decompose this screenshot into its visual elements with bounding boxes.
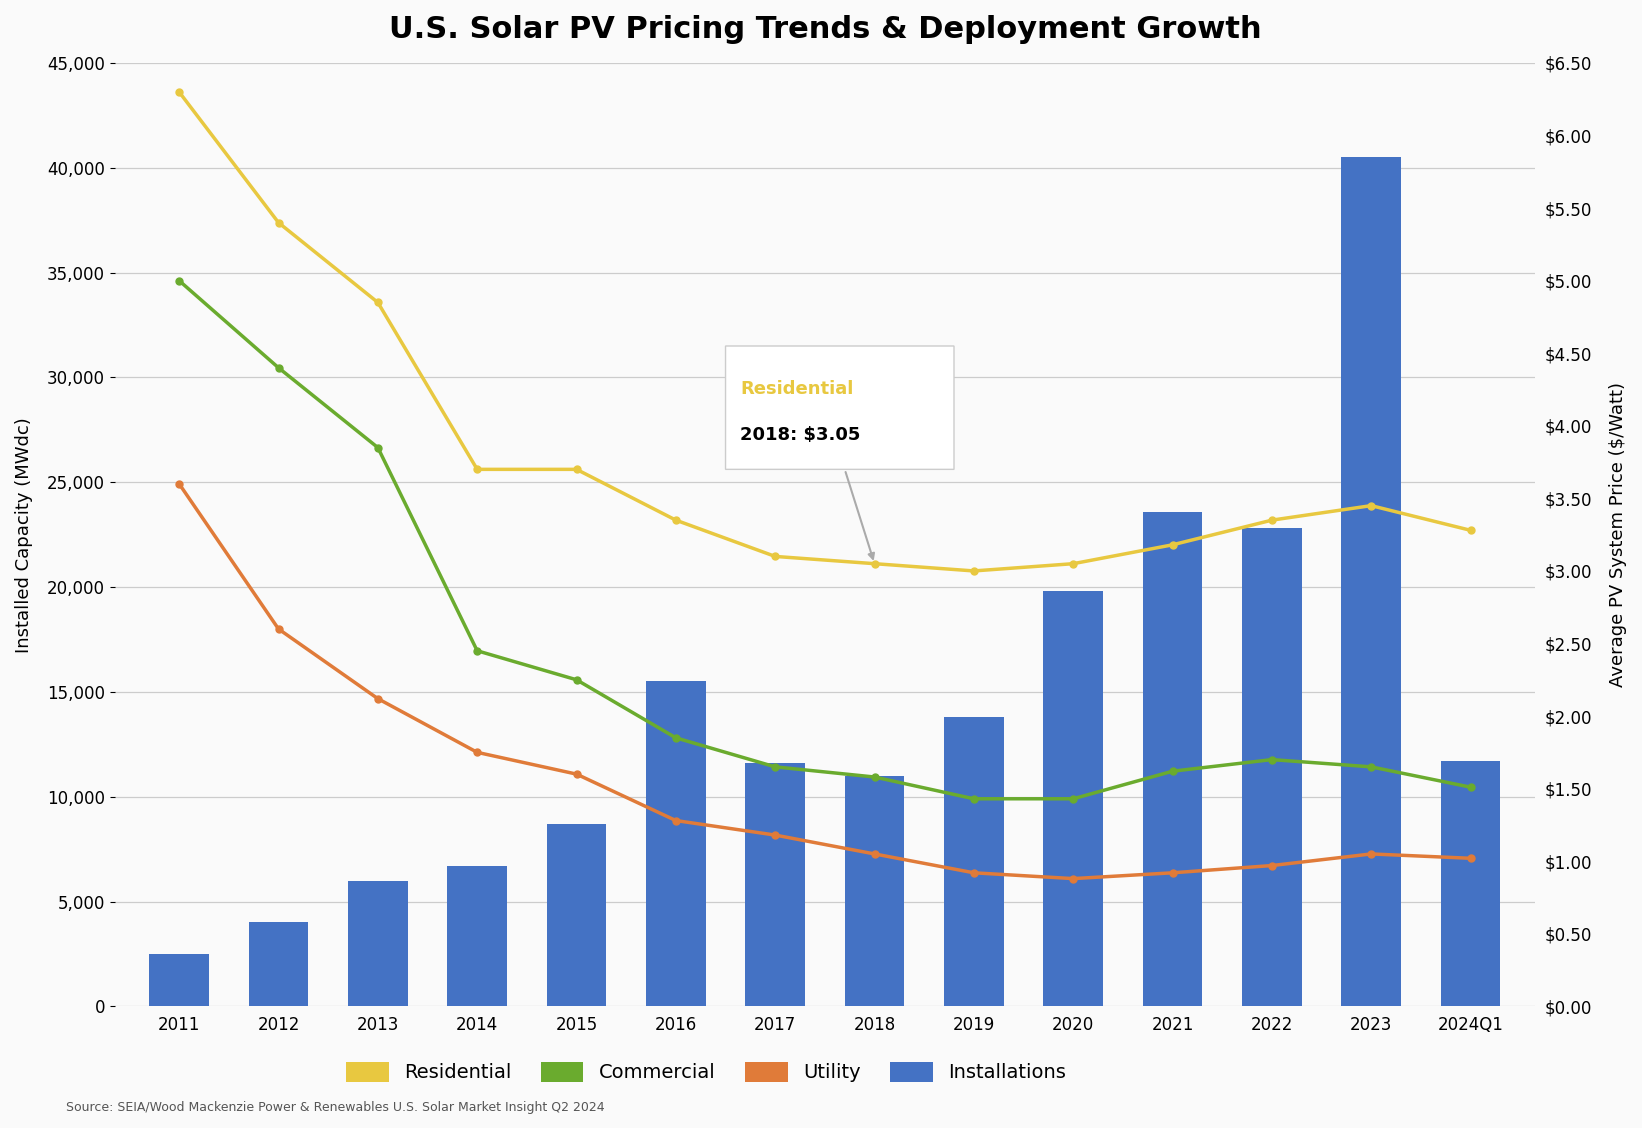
Line: Utility: Utility xyxy=(176,481,1475,882)
Commercial xyxy=(1461,781,1481,794)
Bar xyxy=(547,823,606,1006)
Line: Commercial: Commercial xyxy=(176,277,1475,802)
Utility xyxy=(1064,872,1084,885)
Residential xyxy=(1263,513,1282,527)
Utility xyxy=(1461,852,1481,865)
Y-axis label: Average PV System Price ($/Watt): Average PV System Price ($/Watt) xyxy=(1609,382,1627,687)
Utility xyxy=(765,828,785,841)
Commercial xyxy=(1263,752,1282,766)
FancyBboxPatch shape xyxy=(726,346,954,469)
Residential xyxy=(1064,557,1084,571)
Utility xyxy=(667,813,686,827)
Y-axis label: Installed Capacity (MWdc): Installed Capacity (MWdc) xyxy=(15,416,33,652)
Utility xyxy=(468,746,488,759)
Bar xyxy=(944,717,1003,1006)
Title: U.S. Solar PV Pricing Trends & Deployment Growth: U.S. Solar PV Pricing Trends & Deploymen… xyxy=(389,15,1261,44)
Bar xyxy=(248,923,309,1006)
Utility xyxy=(1361,847,1381,861)
Residential xyxy=(566,462,586,476)
Bar xyxy=(1043,591,1103,1006)
Commercial xyxy=(169,274,189,288)
Legend: Residential, Commercial, Utility, Installations: Residential, Commercial, Utility, Instal… xyxy=(338,1054,1074,1090)
Bar xyxy=(1143,512,1202,1006)
Commercial xyxy=(667,731,686,744)
Bar xyxy=(1440,761,1501,1006)
Commercial xyxy=(765,760,785,774)
Commercial xyxy=(1361,760,1381,774)
Utility xyxy=(1163,866,1182,880)
Text: 2018: $3.05: 2018: $3.05 xyxy=(741,425,860,443)
Residential xyxy=(368,296,388,309)
Utility xyxy=(566,767,586,781)
Commercial xyxy=(368,441,388,455)
Bar xyxy=(645,681,706,1006)
Bar xyxy=(844,776,905,1006)
Residential xyxy=(667,513,686,527)
Utility xyxy=(865,847,885,861)
Commercial xyxy=(1163,765,1182,778)
Commercial xyxy=(269,361,289,374)
Commercial xyxy=(468,644,488,658)
Commercial xyxy=(1064,792,1084,805)
Residential xyxy=(468,462,488,476)
Bar xyxy=(745,764,805,1006)
Residential xyxy=(1361,499,1381,512)
Residential xyxy=(865,557,885,571)
Commercial xyxy=(964,792,984,805)
Text: Source: SEIA/Wood Mackenzie Power & Renewables U.S. Solar Market Insight Q2 2024: Source: SEIA/Wood Mackenzie Power & Rene… xyxy=(66,1101,604,1114)
Utility xyxy=(169,477,189,491)
Residential xyxy=(1461,523,1481,537)
Utility xyxy=(368,691,388,705)
Residential xyxy=(269,215,289,229)
Residential xyxy=(169,86,189,99)
Utility xyxy=(269,623,289,636)
Residential xyxy=(765,549,785,563)
Residential xyxy=(1163,538,1182,552)
Utility xyxy=(1263,858,1282,872)
Text: Residential: Residential xyxy=(741,380,854,398)
Bar xyxy=(447,866,507,1006)
Bar xyxy=(1241,528,1302,1006)
Bar xyxy=(1342,157,1401,1006)
Bar xyxy=(149,954,209,1006)
Line: Residential: Residential xyxy=(176,89,1475,574)
Bar xyxy=(348,881,407,1006)
Commercial xyxy=(566,673,586,687)
Utility xyxy=(964,866,984,880)
Residential xyxy=(964,564,984,578)
Commercial xyxy=(865,770,885,784)
